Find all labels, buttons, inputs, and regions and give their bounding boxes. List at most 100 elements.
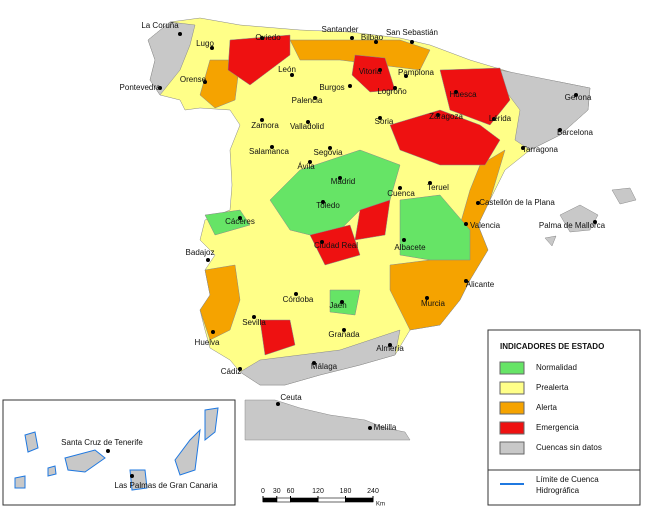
legend-swatch: [499, 441, 525, 455]
city-dot: [260, 118, 264, 122]
city-label: Vitoria: [359, 67, 382, 76]
city-dot: [238, 367, 242, 371]
city-label: Alicante: [466, 280, 495, 289]
region-red: [227, 34, 291, 86]
city-label: Melilla: [374, 423, 397, 432]
city-label: Málaga: [311, 362, 338, 371]
region-green: [329, 289, 361, 316]
balearic: [544, 187, 637, 247]
city-dot: [294, 292, 298, 296]
city-label: Tarragona: [522, 145, 559, 154]
legend-label: Alerta: [536, 403, 557, 412]
scale-unit: Km: [376, 502, 385, 508]
legend-swatch: [499, 381, 525, 395]
city-label: Murcia: [421, 299, 446, 308]
city-dot: [464, 222, 468, 226]
city-label: Salamanca: [249, 147, 290, 156]
canary-frame: [2, 399, 236, 506]
city-dot: [321, 200, 325, 204]
city-label: Huesca: [449, 90, 477, 99]
region-gray: [147, 21, 196, 96]
city-label: Badajoz: [186, 248, 215, 257]
city-dot: [158, 86, 162, 90]
boundary-label: Hidrográfica: [536, 486, 580, 495]
city-dot: [238, 216, 242, 220]
city-label: Pontevedra: [120, 83, 161, 92]
city-dot: [342, 328, 346, 332]
city-label: San Sebastián: [386, 28, 438, 37]
city-dot: [211, 330, 215, 334]
city-label: Cádiz: [221, 367, 241, 376]
city-label: Logroño: [377, 87, 407, 96]
city-dot: [558, 128, 562, 132]
city-dot: [464, 279, 468, 283]
legend-label: Prealerta: [536, 383, 569, 392]
region-orange: [289, 39, 431, 71]
region-red: [351, 54, 396, 93]
city-label: Ávila: [297, 162, 315, 171]
basin-regions: [147, 17, 637, 441]
city-label: Lugo: [196, 39, 214, 48]
scale-label: 240: [367, 488, 379, 495]
city-dot: [178, 32, 182, 36]
city-dot: [340, 300, 344, 304]
city-label: Cáceres: [225, 217, 255, 226]
region-green: [204, 209, 251, 236]
city-dot: [378, 68, 382, 72]
city-dot: [350, 36, 354, 40]
city-dot: [378, 116, 382, 120]
city-label: Huelva: [195, 338, 220, 347]
region-orange: [199, 264, 241, 341]
scale-label: 30: [273, 488, 281, 495]
legend-label: Emergencia: [536, 423, 579, 432]
city-label: Cuenca: [387, 189, 415, 198]
region-red: [309, 224, 361, 266]
scale-segment: [290, 497, 319, 503]
city-dot: [313, 96, 317, 100]
city-dot: [368, 426, 372, 430]
city-dot: [328, 146, 332, 150]
city-label: Ciudad Real: [314, 241, 358, 250]
city-label: Burgos: [319, 83, 344, 92]
region-gray: [239, 329, 401, 386]
scale-label: 180: [340, 488, 352, 495]
city-label: Almería: [376, 344, 404, 353]
city-label: Albacete: [394, 243, 426, 252]
city-label: Castellón de la Plana: [479, 198, 555, 207]
city-dot: [252, 315, 256, 319]
city-label: Jaén: [329, 301, 346, 310]
canary-islands: [14, 407, 219, 491]
city-dot: [306, 120, 310, 124]
legend-swatch: [499, 361, 525, 375]
region-red: [259, 319, 296, 356]
city-label: Orense: [180, 75, 207, 84]
boundary-label: Límite de Cuenca: [536, 475, 599, 484]
city-label: Oviedo: [255, 33, 281, 42]
city-dot: [521, 146, 525, 150]
city-dot: [492, 117, 496, 121]
city-label: Zamora: [251, 121, 279, 130]
city-dot: [210, 46, 214, 50]
city-dot: [260, 36, 264, 40]
region-red: [389, 109, 501, 166]
city-label: Pamplona: [398, 68, 435, 77]
city-dot: [402, 238, 406, 242]
city-dot: [454, 90, 458, 94]
city-label: Granada: [328, 330, 360, 339]
city-label: Segovia: [314, 148, 343, 157]
city-label: Zaragoza: [429, 112, 463, 121]
legend-title: INDICADORES DE ESTADO: [500, 342, 604, 351]
city-label: Barcelona: [557, 128, 594, 137]
city-dot: [410, 40, 414, 44]
city-label: Palma de Mallorca: [539, 221, 606, 230]
city-dot: [203, 80, 207, 84]
region-gray: [499, 69, 591, 151]
city-dot: [338, 176, 342, 180]
city-dot: [593, 220, 597, 224]
city-dot: [436, 113, 440, 117]
city-dot: [312, 361, 316, 365]
city-dot: [398, 186, 402, 190]
region-green: [399, 194, 471, 261]
scale-label: 120: [312, 488, 324, 495]
